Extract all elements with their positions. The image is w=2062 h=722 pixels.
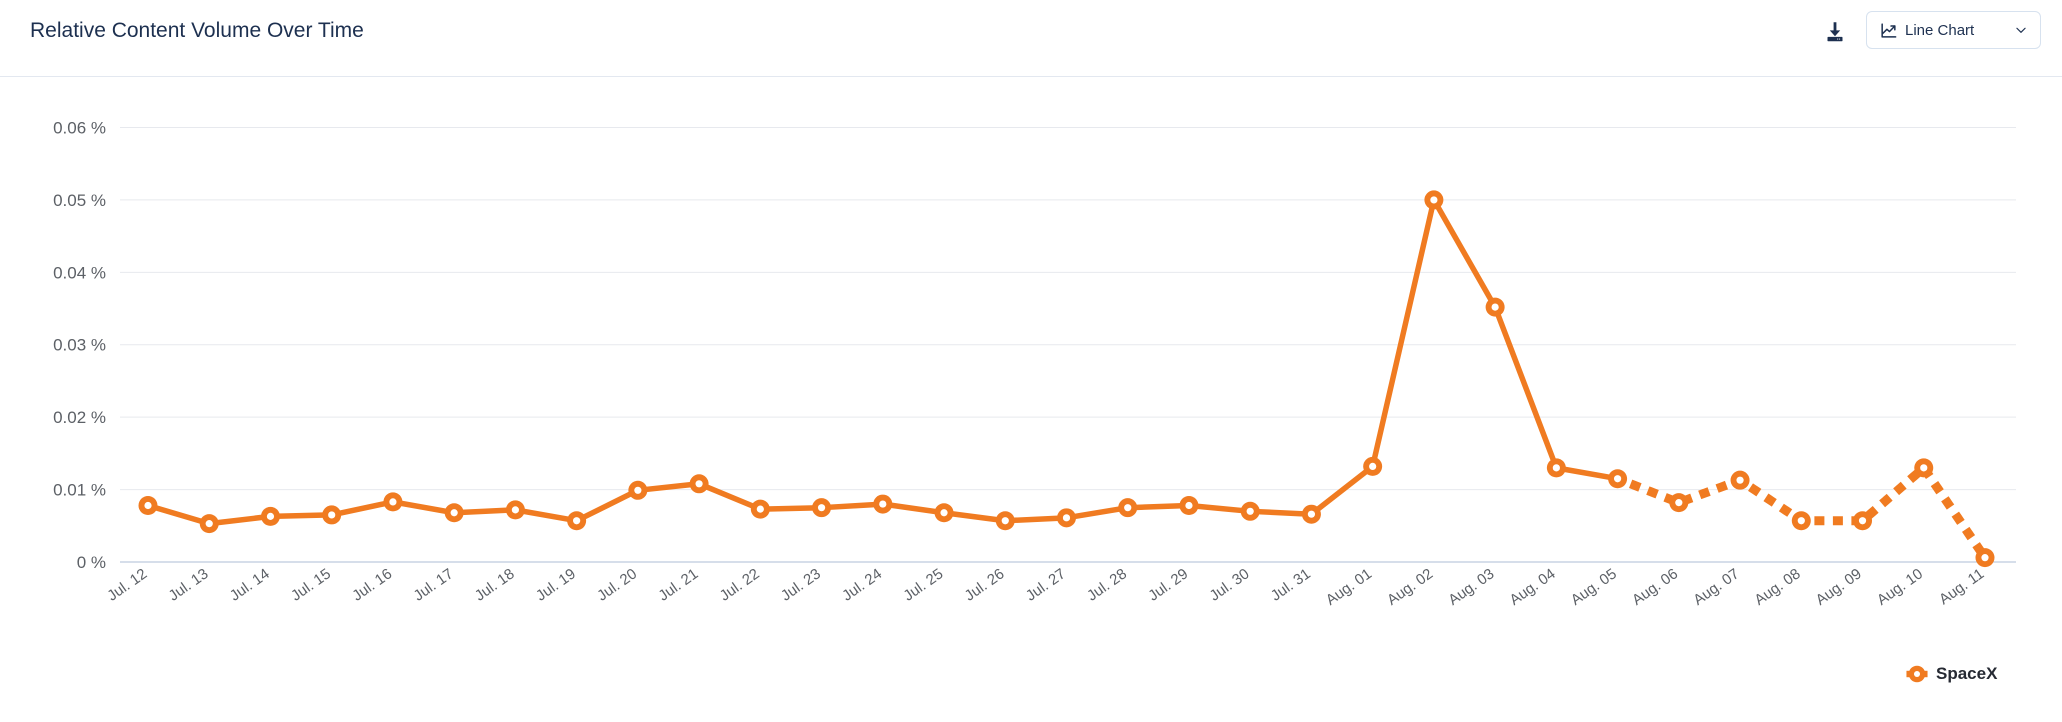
svg-text:0.03 %: 0.03 % — [53, 336, 106, 355]
svg-text:Jul. 25: Jul. 25 — [900, 565, 946, 604]
svg-text:Aug. 01: Aug. 01 — [1323, 565, 1375, 609]
svg-text:Jul. 30: Jul. 30 — [1207, 565, 1253, 604]
svg-text:0.06 %: 0.06 % — [53, 118, 106, 137]
svg-text:0 %: 0 % — [77, 553, 106, 572]
svg-text:Jul. 20: Jul. 20 — [594, 565, 640, 604]
svg-text:Aug. 08: Aug. 08 — [1751, 565, 1803, 609]
svg-text:Jul. 29: Jul. 29 — [1145, 565, 1191, 604]
svg-text:Aug. 09: Aug. 09 — [1813, 565, 1865, 609]
svg-text:Jul. 24: Jul. 24 — [839, 565, 885, 604]
svg-text:Aug. 06: Aug. 06 — [1629, 565, 1681, 609]
svg-text:Jul. 26: Jul. 26 — [962, 565, 1008, 604]
svg-text:Jul. 18: Jul. 18 — [472, 565, 518, 604]
svg-text:Jul. 16: Jul. 16 — [349, 565, 395, 604]
svg-text:Jul. 17: Jul. 17 — [410, 565, 456, 604]
svg-text:0.04 %: 0.04 % — [53, 263, 106, 282]
svg-text:Jul. 21: Jul. 21 — [655, 565, 701, 604]
svg-text:Jul. 15: Jul. 15 — [288, 565, 334, 604]
svg-text:Jul. 13: Jul. 13 — [166, 565, 212, 604]
svg-text:0.02 %: 0.02 % — [53, 408, 106, 427]
svg-text:Aug. 05: Aug. 05 — [1568, 565, 1620, 609]
svg-text:Aug. 10: Aug. 10 — [1874, 565, 1926, 609]
svg-text:Jul. 12: Jul. 12 — [104, 565, 150, 604]
svg-text:Jul. 31: Jul. 31 — [1268, 565, 1314, 604]
svg-text:Aug. 02: Aug. 02 — [1384, 565, 1436, 609]
svg-text:Jul. 23: Jul. 23 — [778, 565, 824, 604]
svg-text:0.01 %: 0.01 % — [53, 481, 106, 500]
svg-text:Aug. 07: Aug. 07 — [1690, 565, 1742, 609]
svg-text:Aug. 03: Aug. 03 — [1445, 565, 1497, 609]
svg-text:Jul. 19: Jul. 19 — [533, 565, 579, 604]
svg-text:Aug. 11: Aug. 11 — [1936, 565, 1987, 608]
svg-text:0.05 %: 0.05 % — [53, 191, 106, 210]
svg-text:Jul. 27: Jul. 27 — [1023, 565, 1069, 604]
svg-text:Jul. 28: Jul. 28 — [1084, 565, 1130, 604]
svg-text:Aug. 04: Aug. 04 — [1507, 565, 1559, 609]
svg-text:Jul. 22: Jul. 22 — [717, 565, 763, 604]
svg-text:Jul. 14: Jul. 14 — [227, 565, 273, 604]
